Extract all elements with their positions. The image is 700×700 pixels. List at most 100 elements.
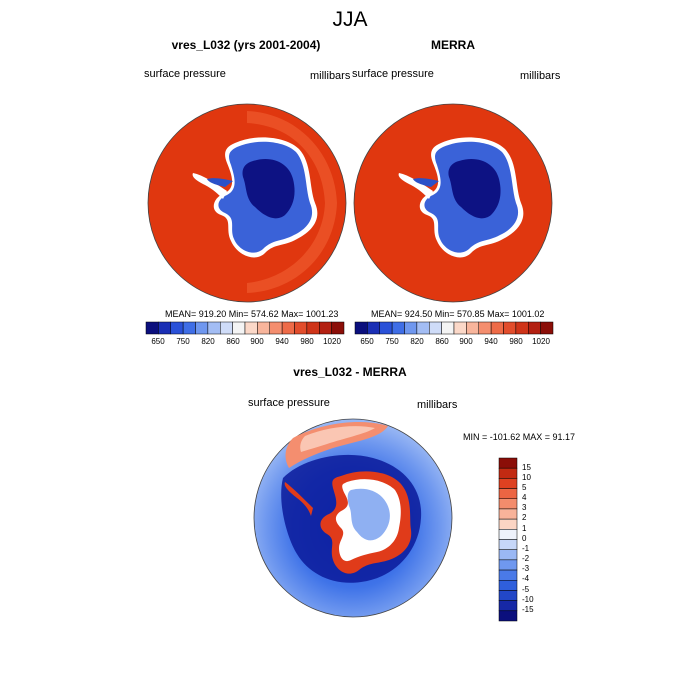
colorbar-swatch [498, 457, 518, 469]
colorbar-swatch [207, 321, 221, 335]
colorbar-swatch [498, 508, 518, 520]
right-map-antarctica-interior [448, 159, 501, 219]
diff-colorbar-tick: -10 [522, 595, 534, 604]
left-map-peninsula [192, 173, 227, 199]
colorbar-swatch [404, 321, 418, 335]
colorbar-swatch [158, 321, 171, 335]
left-colorbar-tick: 860 [226, 337, 240, 346]
colorbar-swatch [466, 321, 479, 335]
left-colorbar-tick: 900 [250, 337, 264, 346]
right-colorbar-tick: 980 [509, 337, 523, 346]
diff-colorbar-tick: 5 [522, 483, 527, 492]
left-colorbar-tick: 1020 [323, 337, 341, 346]
diff-colorbar-tick: -4 [522, 574, 530, 583]
colorbar-swatch [498, 478, 518, 489]
left-panel-stats: MEAN= 919.20 Min= 574.62 Max= 1001.23 [165, 309, 339, 319]
left-colorbar-tick: 980 [300, 337, 314, 346]
colorbar-swatch [498, 488, 518, 499]
diff-colorbar-labels: 15 10 5 4 3 2 1 0 -1 -2 -3 -4 -5 -10 -15 [522, 458, 562, 621]
diff-panel-stats: MIN = -101.62 MAX = 91.17 [463, 432, 576, 442]
colorbar-swatch [498, 590, 518, 601]
diff-colorbar-tick: -5 [522, 585, 530, 594]
left-colorbar-tick: 940 [275, 337, 289, 346]
right-colorbar-tick: 900 [459, 337, 473, 346]
colorbar-swatch [441, 321, 455, 335]
colorbar-swatch [306, 321, 320, 335]
right-colorbar-tick: 650 [360, 337, 374, 346]
colorbar-swatch [498, 559, 518, 571]
colorbar-swatch [498, 539, 518, 550]
left-colorbar [145, 321, 345, 335]
colorbar-swatch [453, 321, 467, 335]
colorbar-swatch [269, 321, 283, 335]
colorbar-swatch [391, 321, 405, 335]
colorbar-swatch [478, 321, 492, 335]
colorbar-swatch [182, 321, 196, 335]
colorbar-swatch [498, 498, 518, 510]
colorbar-swatch [367, 321, 380, 335]
diff-colorbar-tick: -3 [522, 564, 530, 573]
colorbar-swatch [498, 610, 518, 622]
left-map-antarctica-interior [242, 159, 295, 219]
colorbar-swatch [170, 321, 184, 335]
diff-panel-variable-label: surface pressure [248, 397, 330, 409]
colorbar-swatch [498, 600, 518, 612]
colorbar-swatch [281, 321, 295, 335]
colorbar-swatch [498, 569, 518, 581]
colorbar-swatch [232, 321, 246, 335]
diff-map-antarctica-negative [347, 488, 390, 541]
colorbar-swatch [498, 518, 518, 530]
left-map-outer-band [247, 111, 337, 293]
diff-colorbar-tick: -1 [522, 544, 530, 553]
left-colorbar-tick: 820 [201, 337, 215, 346]
colorbar-swatch [503, 321, 517, 335]
right-panel-units-label: millibars [520, 70, 561, 82]
colorbar-swatch [490, 321, 504, 335]
colorbar-swatch [379, 321, 393, 335]
colorbar-swatch [294, 321, 308, 335]
colorbar-swatch [331, 321, 345, 335]
diff-colorbar-tick: -2 [522, 554, 530, 563]
diff-colorbar-tick: 0 [522, 534, 527, 543]
colorbar-swatch [319, 321, 332, 335]
colorbar-swatch [145, 321, 159, 335]
main-title: JJA [332, 8, 368, 31]
left-colorbar-tick: 750 [176, 337, 190, 346]
right-panel-map [353, 103, 553, 303]
colorbar-swatch [416, 321, 430, 335]
colorbar-swatch [498, 467, 518, 479]
left-panel-map [147, 103, 347, 303]
colorbar-swatch [498, 580, 518, 591]
colorbar-swatch [220, 321, 233, 335]
diff-map-positive-anomaly [285, 422, 388, 468]
colorbar-swatch [498, 549, 518, 561]
colorbar-swatch [195, 321, 209, 335]
colorbar-swatch [257, 321, 270, 335]
colorbar-swatch [429, 321, 442, 335]
right-map-peninsula-ice [413, 178, 439, 187]
diff-colorbar-tick: 2 [522, 513, 527, 522]
right-map-peninsula [398, 173, 433, 199]
left-colorbar-labels: 650 750 820 860 900 940 980 1020 [146, 337, 344, 349]
right-colorbar-tick: 820 [410, 337, 424, 346]
diff-colorbar-tick: 4 [522, 493, 527, 502]
colorbar-swatch [515, 321, 529, 335]
right-colorbar-labels: 650 750 820 860 900 940 980 1020 [355, 337, 553, 349]
diff-colorbar-tick: 3 [522, 503, 527, 512]
left-map-peninsula-ice [207, 178, 233, 187]
right-colorbar-tick: 1020 [532, 337, 550, 346]
diff-map-positive-anomaly-inner [300, 426, 375, 452]
diff-colorbar-tick: 15 [522, 463, 531, 472]
colorbar-swatch [540, 321, 554, 335]
diff-colorbar [498, 457, 518, 622]
left-panel-title: vres_L032 (yrs 2001-2004) [171, 38, 321, 52]
diff-colorbar-tick: -15 [522, 605, 534, 614]
right-panel-stats: MEAN= 924.50 Min= 570.85 Max= 1001.02 [371, 309, 545, 319]
colorbar-swatch [528, 321, 541, 335]
left-panel-variable-label: surface pressure [144, 68, 226, 80]
diff-colorbar-tick: 10 [522, 473, 531, 482]
right-colorbar-tick: 860 [435, 337, 449, 346]
diff-panel-units-label: millibars [417, 399, 458, 411]
right-colorbar-tick: 940 [484, 337, 498, 346]
diff-map-peninsula-anomaly [284, 482, 313, 516]
